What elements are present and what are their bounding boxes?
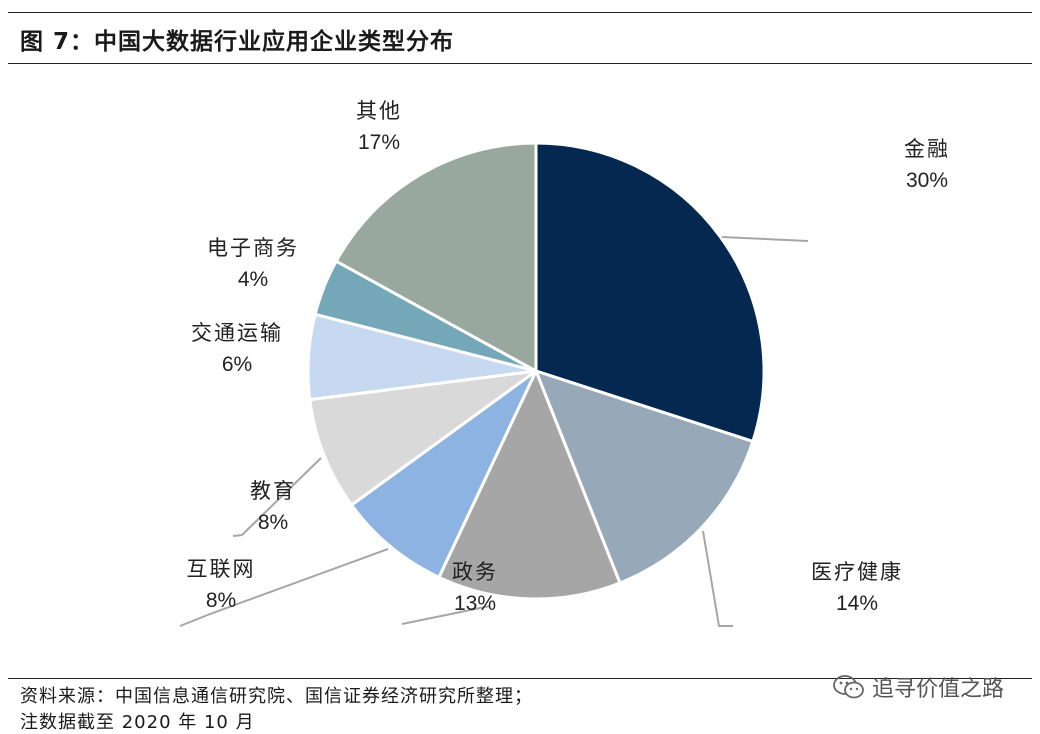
leader-line-3 bbox=[401, 605, 491, 625]
pie-chart: 金融30%医疗健康14%政务13%互联网8%教育8%交通运输6%电子商务4%其他… bbox=[179, 99, 950, 627]
leader-line-1 bbox=[721, 236, 809, 242]
slice-labels: 金融30%医疗健康14%政务13%互联网8%教育8%交通运输6%电子商务4%其他… bbox=[187, 99, 950, 615]
slice-label-3: 政务 bbox=[452, 560, 498, 584]
slice-value-6: 6% bbox=[222, 353, 252, 376]
figure-title: 图 7：中国大数据行业应用企业类型分布 bbox=[20, 29, 455, 55]
pie-slice-3 bbox=[437, 369, 622, 601]
slice-label-8: 其他 bbox=[356, 99, 402, 123]
slice-label-6: 交通运输 bbox=[191, 321, 283, 345]
leader-lines bbox=[179, 236, 809, 627]
slice-label-1: 金融 bbox=[904, 137, 950, 161]
slice-label-7: 电子商务 bbox=[207, 236, 299, 260]
footer-rule bbox=[8, 678, 1032, 679]
watermark-text: 追寻价值之路 bbox=[871, 677, 1004, 702]
wechat-icon bbox=[832, 673, 866, 701]
slice-value-7: 4% bbox=[238, 268, 268, 291]
leader-line-5 bbox=[232, 457, 322, 537]
slice-value-3: 13% bbox=[454, 592, 496, 615]
slice-label-5: 教育 bbox=[250, 479, 296, 503]
pie-slice-8 bbox=[334, 141, 538, 373]
leader-line-2 bbox=[702, 530, 733, 627]
title-rule bbox=[8, 63, 1032, 64]
pie-slice-5 bbox=[308, 369, 538, 507]
slice-value-2: 14% bbox=[836, 592, 878, 615]
slice-value-5: 8% bbox=[258, 511, 288, 534]
source-note: 资料来源：中国信息通信研究院、国信证券经济研究所整理； bbox=[20, 686, 533, 707]
date-note: 注数据截至 2020 年 10 月 bbox=[20, 712, 255, 733]
pie-slice-2 bbox=[534, 369, 755, 585]
slice-label-4: 互联网 bbox=[187, 557, 256, 581]
slice-value-8: 17% bbox=[358, 131, 400, 154]
pie-slice-1 bbox=[534, 141, 766, 443]
top-rule bbox=[8, 12, 1032, 13]
watermark: 追寻价值之路 bbox=[832, 672, 1004, 702]
pie-slices bbox=[306, 141, 766, 601]
slice-value-1: 30% bbox=[906, 169, 948, 192]
pie-slice-4 bbox=[350, 369, 538, 579]
slice-value-4: 8% bbox=[206, 589, 236, 612]
slice-label-2: 医疗健康 bbox=[811, 560, 903, 584]
leader-line-4 bbox=[179, 548, 389, 627]
